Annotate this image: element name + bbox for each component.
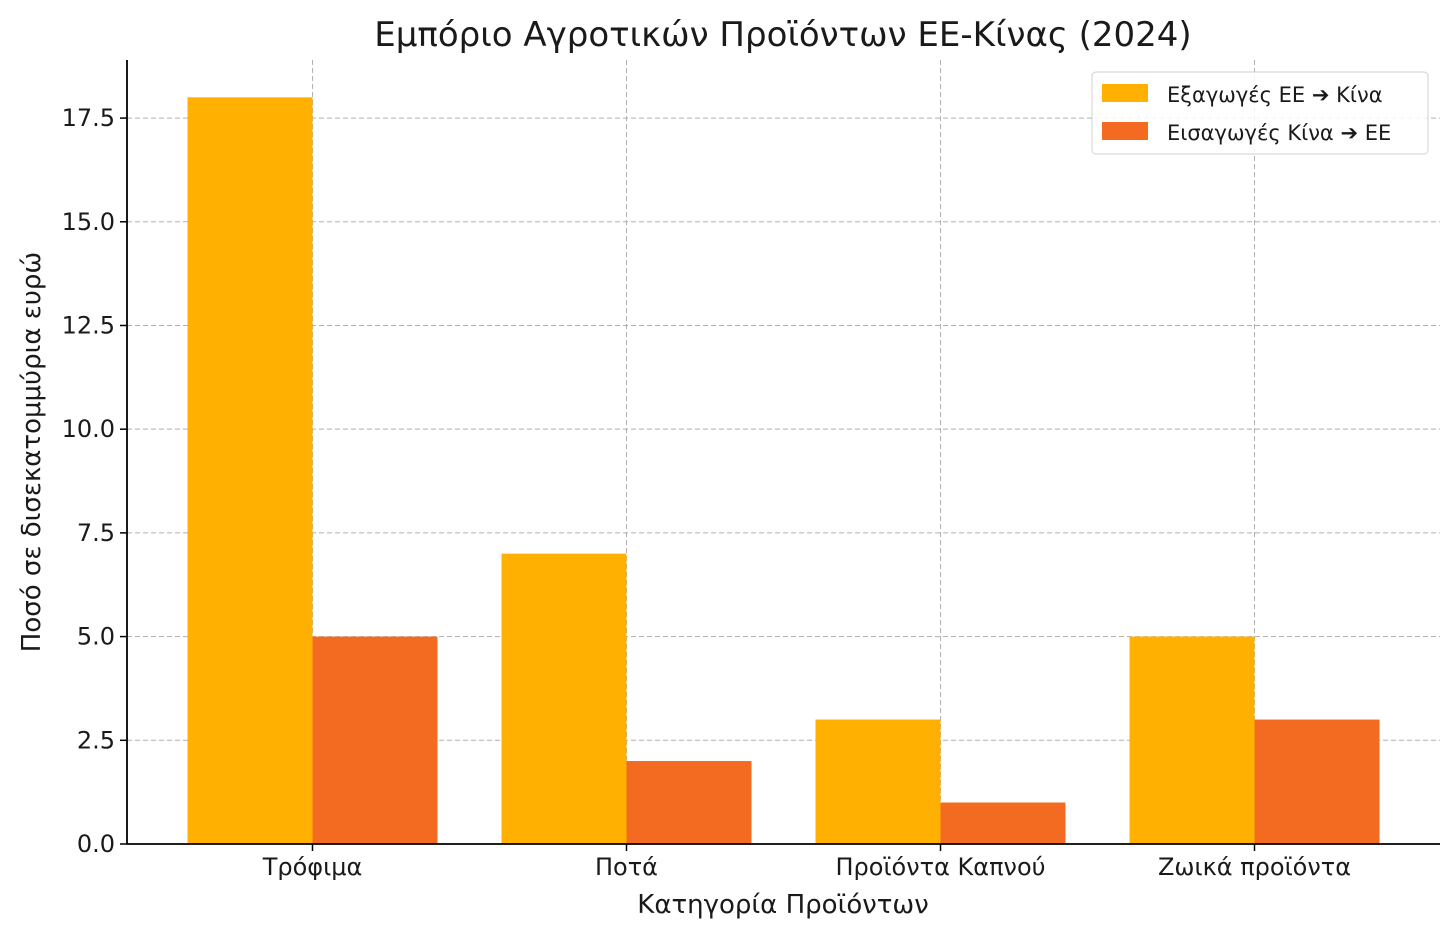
bar-exports — [815, 719, 941, 844]
y-tick-label: 7.5 — [77, 519, 115, 547]
bar-imports — [312, 636, 438, 844]
x-tick-label: Προϊόντα Καπνού — [835, 853, 1045, 881]
y-tick-label: 12.5 — [62, 311, 115, 339]
bar-exports — [1129, 636, 1255, 844]
y-tick-label: 15.0 — [62, 208, 115, 236]
bar-imports — [940, 802, 1066, 844]
bar-imports — [1254, 719, 1380, 844]
legend-swatch-exports — [1102, 84, 1148, 102]
bar-exports — [501, 553, 627, 844]
legend: Εξαγωγές ΕΕ ➔ Κίνα Εισαγωγές Κίνα ➔ ΕΕ — [1091, 71, 1429, 155]
bar-imports — [626, 761, 752, 844]
axes — [126, 60, 1440, 845]
legend-swatch-imports — [1102, 122, 1148, 140]
legend-label-exports: Εξαγωγές ΕΕ ➔ Κίνα — [1167, 83, 1383, 107]
y-tick-label: 5.0 — [77, 623, 115, 651]
y-tick-label: 10.0 — [62, 415, 115, 443]
legend-label-imports: Εισαγωγές Κίνα ➔ ΕΕ — [1167, 121, 1391, 145]
bar-exports — [187, 97, 313, 845]
legend-box — [1091, 71, 1429, 155]
x-axis-title: Κατηγορία Προϊόντων — [637, 890, 928, 920]
x-tick-label: Τρόφιμα — [262, 853, 363, 881]
chart-title: Εμπόριο Αγροτικών Προϊόντων ΕΕ-Κίνας (20… — [374, 15, 1191, 55]
ticks: 0.0 2.5 5.0 7.5 10.0 12.5 15.0 17.5 Τρόφιμα Ποτά Π… — [62, 104, 1351, 881]
x-tick-label: Ζωικά προϊόντα — [1158, 853, 1351, 881]
y-tick-label: 0.0 — [77, 830, 115, 858]
y-tick-label: 17.5 — [62, 104, 115, 132]
y-axis-title: Ποσό σε δισεκατομμύρια ευρώ — [17, 252, 47, 652]
bars — [187, 97, 1380, 845]
x-tick-label: Ποτά — [595, 853, 658, 881]
y-tick-label: 2.5 — [77, 726, 115, 754]
